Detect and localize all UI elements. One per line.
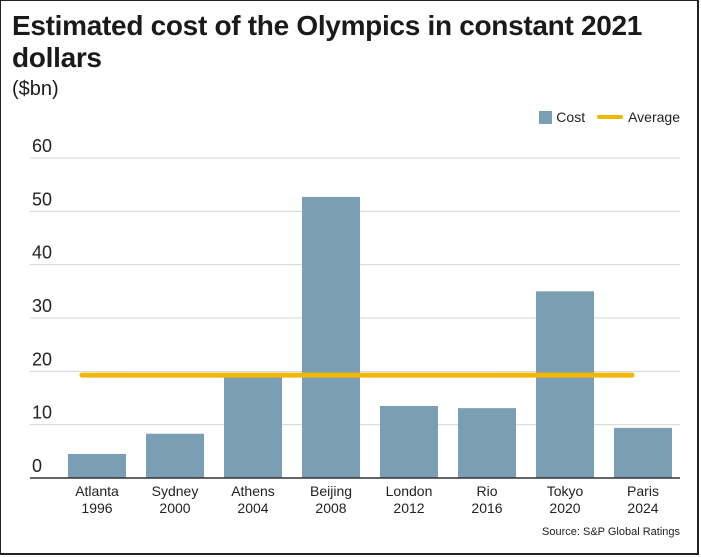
x-tick-label: Athens 2004	[231, 483, 275, 516]
legend-cost-label: Cost	[556, 109, 586, 125]
tick-labels: 0 10 20 30 40 50 60 Atlanta 1996 Sydney 2000 Athens…	[32, 136, 659, 516]
unit-label: ($bn)	[12, 78, 59, 100]
source-note: Source: S&P Global Ratings	[542, 526, 680, 538]
legend-average-swatch	[597, 115, 624, 119]
x-tick-label: Sydney 2000	[152, 483, 199, 516]
bar-atlanta	[68, 454, 126, 478]
y-tick-label: 40	[32, 243, 52, 263]
bars	[68, 196, 672, 478]
legend-average-label: Average	[628, 109, 680, 125]
legend: Cost Average	[539, 109, 680, 125]
x-tick-label: Rio 2016	[471, 483, 502, 516]
bar-athens	[224, 375, 282, 478]
bar-rio	[458, 408, 516, 478]
x-tick-label: London 2012	[386, 483, 433, 516]
y-tick-label: 30	[32, 296, 52, 316]
y-tick-label: 0	[32, 456, 42, 476]
bar-sydney	[146, 433, 204, 478]
y-tick-label: 60	[32, 136, 52, 156]
y-tick-label: 10	[32, 403, 52, 423]
chart-title: Estimated cost of the Olympics in consta…	[12, 10, 643, 73]
bar-beijing	[302, 196, 360, 478]
x-tick-label: Paris 2024	[627, 483, 659, 516]
x-tick-label: Tokyo 2020	[547, 483, 584, 516]
x-tick-label: Atlanta 1996	[75, 483, 119, 516]
y-tick-label: 20	[32, 349, 52, 369]
legend-cost-swatch	[539, 110, 553, 124]
x-tick-label: Beijing 2008	[310, 483, 352, 516]
bar-tokyo	[536, 291, 594, 478]
bar-london	[380, 406, 438, 478]
y-tick-label: 50	[32, 189, 52, 209]
bar-paris	[614, 427, 672, 478]
